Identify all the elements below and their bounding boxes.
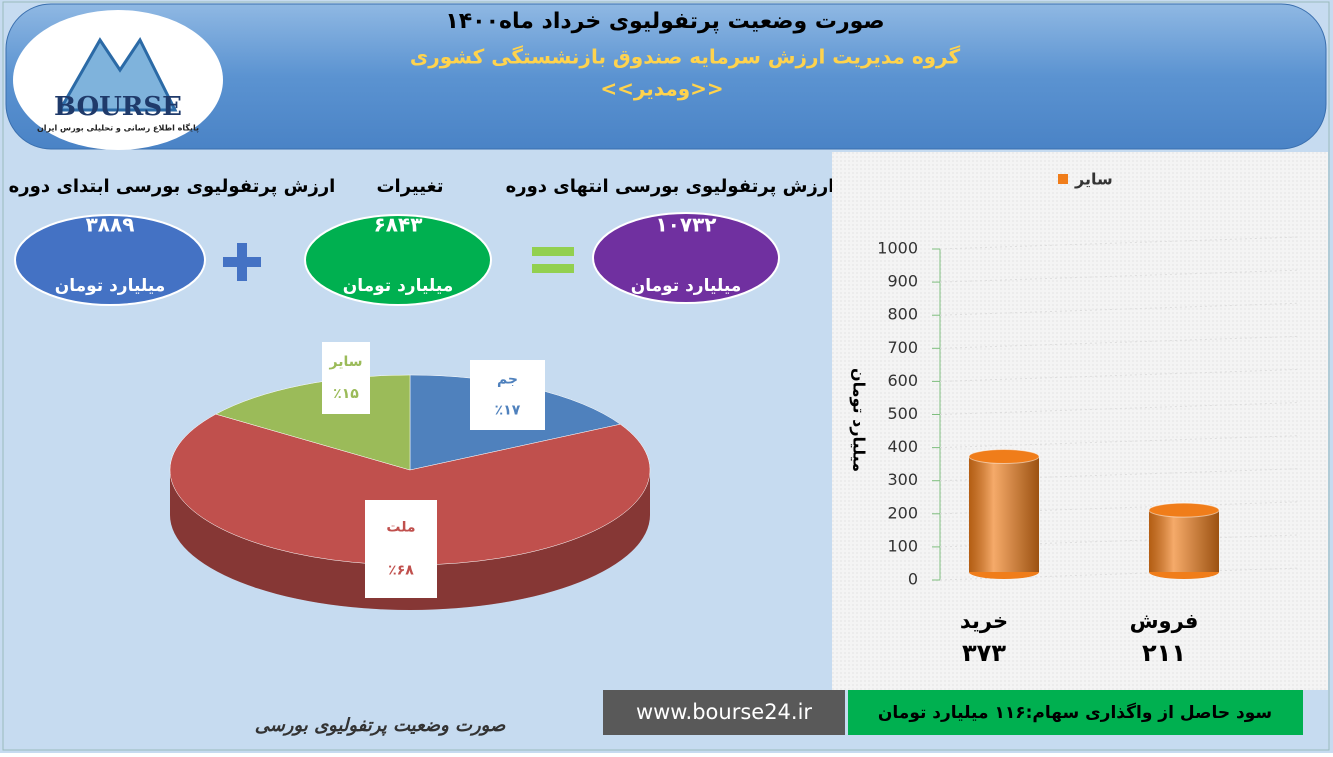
y-axis-label: میلیارد تومان	[850, 368, 869, 472]
legend-swatch	[1058, 174, 1068, 184]
plus-sign	[223, 243, 261, 281]
y-tick-label: 800	[887, 305, 918, 324]
stat-label: ارزش پرتفولیوی بورسی ابتدای دوره	[9, 176, 336, 197]
y-tick-label: 600	[887, 371, 918, 390]
grid-line	[939, 302, 1301, 316]
footer-caption: صورت وضعیت پرتفولیوی بورسی	[255, 715, 506, 736]
grid-line	[939, 402, 1301, 415]
bar-value-label: ۲۱۱	[1142, 639, 1186, 667]
pie-chart: جم ٪۱۷ ملت ٪۶۸ سایر ٪۱۵	[169, 342, 651, 610]
stat-label: ارزش پرتفولیوی بورسی انتهای دوره	[506, 176, 835, 197]
bar-shade	[1149, 510, 1219, 572]
header-title: صورت وضعیت پرتفولیوی خرداد ماه۱۴۰۰	[445, 9, 884, 34]
pie-value-label: ٪۱۷	[495, 402, 521, 418]
grid-line	[939, 236, 1301, 250]
equals-sign	[532, 264, 574, 273]
pie-category-label: سایر	[329, 354, 363, 370]
stat-bubble	[592, 212, 780, 304]
y-tick-label: 500	[887, 404, 918, 423]
stat-value: ۱۰۷۳۲	[655, 213, 716, 237]
footer-note: سود حاصل از واگذاری سهام:۱۱۶ میلیارد توم…	[878, 702, 1272, 723]
bar-chart: 0 100 200 300 400 500 600 700 800 900 1000 میلیارد …	[850, 170, 1301, 667]
pie-category-label: جم	[497, 372, 518, 388]
grid-line	[939, 435, 1301, 449]
y-tick-label: 200	[887, 503, 918, 522]
pie-value-label: ٪۶۸	[388, 563, 414, 579]
stat-unit: میلیارد تومان	[631, 276, 742, 296]
y-tick-label: 900	[887, 272, 918, 291]
y-tick-label: 400	[887, 437, 918, 456]
pie-side-shade	[170, 470, 650, 610]
pie-label-box	[470, 360, 545, 430]
bar-panel	[832, 152, 1328, 690]
legend-label: سایر	[1074, 170, 1113, 189]
grid-line	[939, 269, 1301, 283]
header-band	[5, 3, 1327, 150]
header-subtitle: گروه مدیریت ارزش سرمایه صندوق بازنشستگی …	[410, 45, 961, 69]
stat-bubble	[304, 214, 492, 306]
stat-value: ۶۸۴۳	[374, 213, 423, 237]
y-tick-label: 0	[908, 570, 918, 589]
header-company: <<ومدیر>>	[600, 77, 723, 101]
logo-name: BOURSE	[54, 92, 182, 122]
logo-tagline: پایگاه اطلاع رسانی و تحلیلی بورس ایران	[37, 123, 199, 134]
stat-unit: میلیارد تومان	[55, 276, 166, 296]
y-tick-label: 300	[887, 470, 918, 489]
bar-shade	[969, 456, 1039, 572]
logo-icon	[57, 37, 178, 112]
x-tick-label: فروش	[1130, 609, 1199, 633]
stat-bubble	[14, 214, 206, 306]
stat-label: تغییرات	[376, 176, 443, 197]
note-box	[848, 690, 1303, 735]
bar-top	[968, 449, 1040, 465]
stat-unit: میلیارد تومان	[343, 276, 454, 296]
bar-top	[1148, 502, 1220, 518]
x-tick-label: خرید	[960, 609, 1008, 633]
footer-url: www.bourse24.ir	[636, 700, 812, 724]
pie-side	[170, 470, 650, 610]
y-tick-label: 100	[887, 536, 918, 555]
pie-category-label: ملت	[386, 519, 415, 535]
y-tick-label: 1000	[877, 239, 918, 258]
grid-line	[939, 368, 1301, 382]
grid-line	[939, 335, 1301, 349]
pie-label-box	[322, 342, 370, 414]
pie-value-label: ٪۱۵	[333, 386, 359, 402]
pie-label-box	[365, 500, 437, 598]
equals-sign	[532, 247, 574, 256]
url-box	[603, 690, 845, 735]
bar-value-label: ۳۷۳	[962, 639, 1006, 667]
stat-value: ۳۸۸۹	[86, 213, 135, 237]
y-tick-label: 700	[887, 338, 918, 357]
